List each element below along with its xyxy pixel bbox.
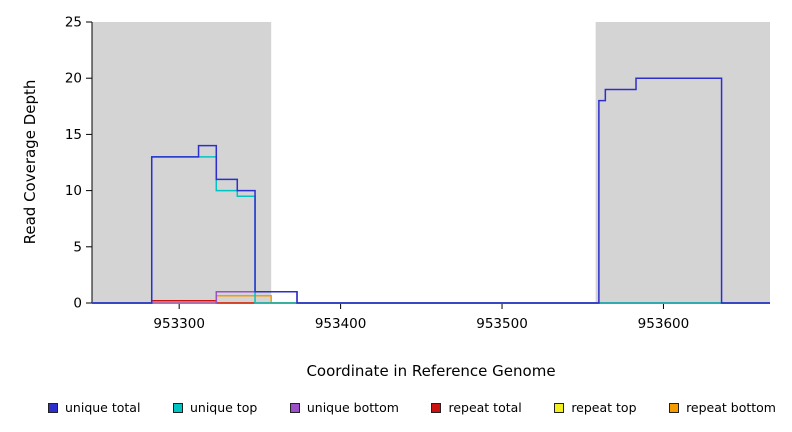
legend-label: unique total (65, 400, 141, 415)
legend-swatch (172, 402, 183, 413)
y-tick-label: 5 (73, 239, 82, 255)
legend-item: unique top (172, 400, 258, 415)
legend-swatch (48, 402, 58, 413)
legend-label: repeat bottom (686, 400, 776, 415)
y-tick-label: 0 (73, 296, 82, 312)
y-axis-label: Read Coverage Depth (21, 79, 39, 245)
legend-label: repeat top (571, 400, 637, 415)
y-tick-label: 20 (65, 71, 82, 87)
legend-label: repeat total (448, 400, 522, 415)
legend-item: repeat top (554, 400, 637, 415)
x-tick-label: 953600 (638, 316, 690, 332)
x-axis-label: Coordinate in Reference Genome (306, 362, 556, 380)
x-tick-label: 953300 (153, 316, 205, 332)
legend-swatch (554, 402, 565, 413)
y-tick-label: 15 (65, 127, 82, 143)
coverage-chart: 0 5 10 15 20 25 953300 953400 953500 953600 (65, 15, 770, 332)
legend-item: repeat total (431, 400, 522, 415)
legend-swatch (669, 402, 680, 413)
legend-item: unique bottom (289, 400, 399, 415)
legend: unique total unique top unique bottom repea… (48, 400, 776, 415)
x-tick-label: 953500 (476, 316, 528, 332)
shaded-region (595, 22, 770, 303)
legend-swatch (289, 402, 300, 413)
legend-label: unique top (189, 400, 258, 415)
legend-item: unique total (48, 400, 140, 415)
series-line-unique-total (92, 77, 770, 304)
legend-item: repeat bottom (669, 400, 776, 415)
x-tick-label: 953400 (315, 316, 367, 332)
y-tick-label: 25 (65, 15, 82, 31)
legend-label: unique bottom (306, 400, 399, 415)
shaded-region (92, 22, 272, 303)
y-tick-label: 10 (65, 183, 82, 199)
legend-swatch (431, 402, 442, 413)
